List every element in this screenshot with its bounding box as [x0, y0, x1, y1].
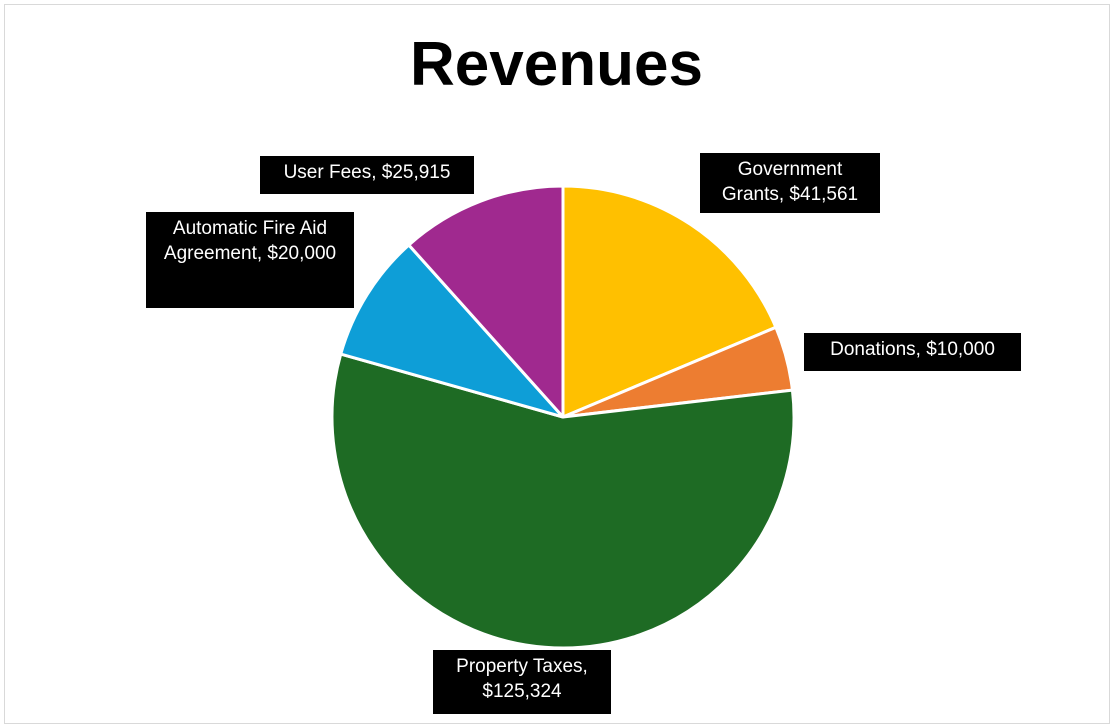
data-label-government-grants: Government Grants, $41,561 [700, 153, 880, 213]
data-label-donations: Donations, $10,000 [804, 333, 1021, 371]
pie-slice-automatic-fire-aid [339, 243, 565, 419]
chart-title: Revenues [410, 30, 703, 99]
data-label-property-taxes: Property Taxes, $125,324 [433, 650, 611, 714]
pie-slice-property-taxes [330, 352, 796, 650]
data-label-automatic-fire-aid: Automatic Fire Aid Agreement, $20,000 [146, 212, 354, 308]
data-label-user-fees: User Fees, $25,915 [260, 156, 474, 194]
pie-slice-user-fees [407, 184, 565, 419]
pie-slice-government-grants [561, 184, 778, 419]
